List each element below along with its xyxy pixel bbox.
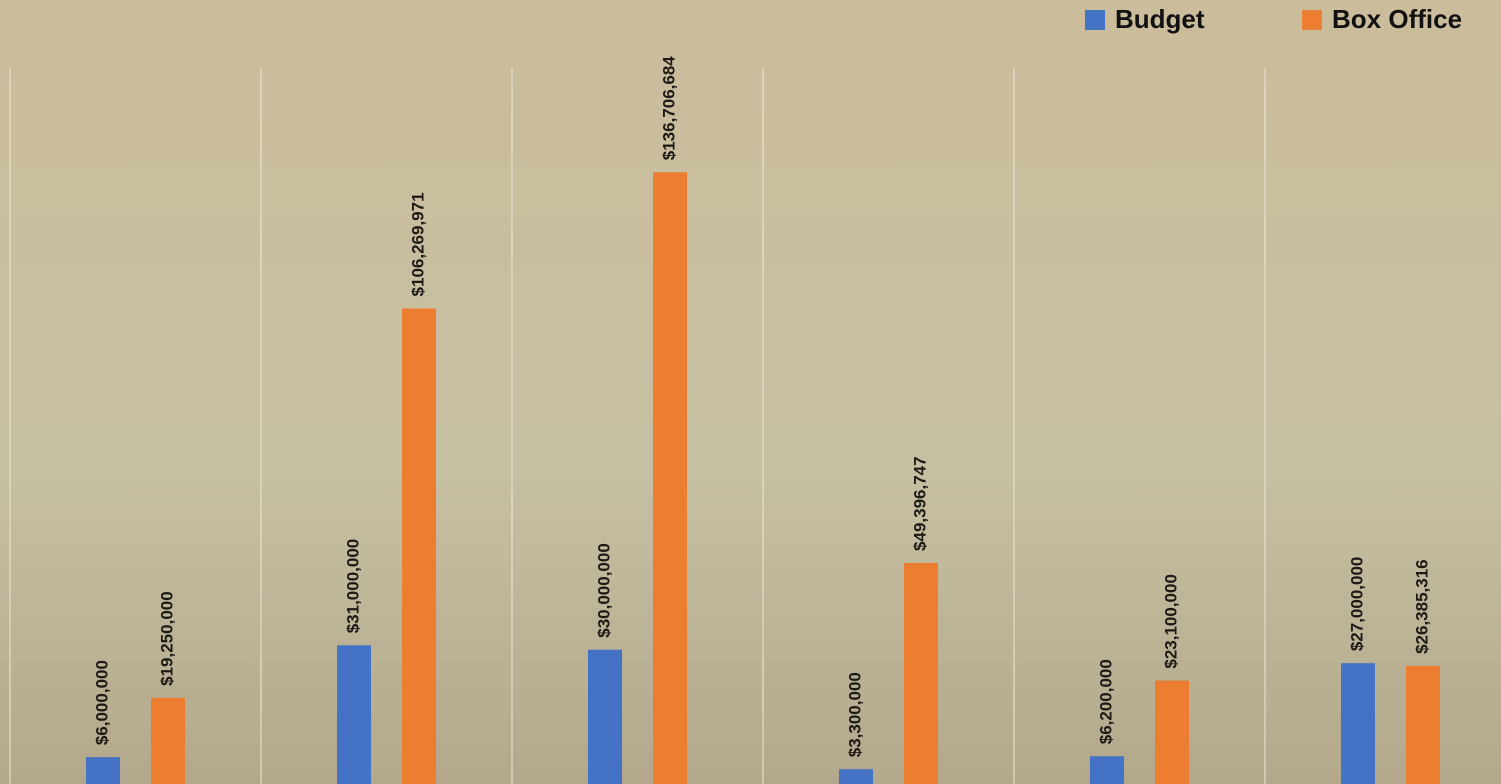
bar bbox=[402, 308, 436, 784]
value-label: $49,396,747 bbox=[910, 456, 929, 551]
value-label: $3,300,000 bbox=[845, 672, 864, 757]
bar bbox=[839, 769, 873, 784]
background bbox=[0, 0, 1501, 784]
bar bbox=[1090, 756, 1124, 784]
chart: $6,000,000 $31,000,000 $30,000,000 $3,300,0… bbox=[0, 0, 1501, 784]
value-label: $23,100,000 bbox=[1161, 574, 1180, 669]
value-label: $6,200,000 bbox=[1096, 659, 1115, 744]
value-label: $30,000,000 bbox=[594, 543, 613, 638]
page: {"chart_data": {"type": "bar", "categori… bbox=[0, 0, 1501, 784]
value-label: $27,000,000 bbox=[1347, 557, 1366, 652]
legend-label: Budget bbox=[1115, 4, 1205, 34]
value-label: $106,269,971 bbox=[408, 192, 427, 296]
bar bbox=[1406, 666, 1440, 784]
bar bbox=[151, 698, 185, 784]
legend-swatch bbox=[1085, 10, 1105, 30]
value-label: $31,000,000 bbox=[343, 539, 362, 634]
bar bbox=[1155, 681, 1189, 784]
legend-label: Box Office bbox=[1332, 4, 1462, 34]
legend-swatch bbox=[1302, 10, 1322, 30]
bar bbox=[337, 645, 371, 784]
bar bbox=[86, 757, 120, 784]
bar bbox=[588, 650, 622, 784]
value-label: $136,706,684 bbox=[659, 56, 678, 161]
bar bbox=[904, 563, 938, 784]
bar bbox=[653, 172, 687, 784]
value-label: $19,250,000 bbox=[157, 591, 176, 686]
bar bbox=[1341, 663, 1375, 784]
value-label: $6,000,000 bbox=[92, 660, 111, 745]
value-label: $26,385,316 bbox=[1412, 559, 1431, 654]
